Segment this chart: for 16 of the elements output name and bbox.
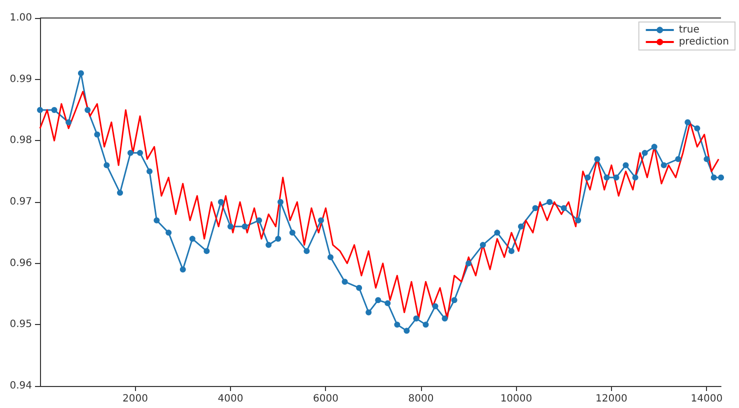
x-tick-label: 14000 [690, 394, 723, 404]
x-tick-label: 4000 [218, 394, 244, 404]
y-tick-label: 1.00 [10, 12, 32, 24]
x-tick-label: 2000 [122, 394, 148, 404]
y-tick-label: 0.96 [10, 258, 32, 269]
y-tick-label: 0.94 [10, 380, 32, 392]
x-tick-label: 10000 [500, 394, 532, 404]
x-tick-label: 12000 [596, 394, 628, 404]
y-tick-label: 0.97 [10, 196, 32, 208]
y-tick-label: 0.98 [10, 135, 32, 146]
x-tick-label: 8000 [408, 394, 434, 404]
y-tick-label: 0.99 [10, 74, 32, 85]
y-tick-label: 0.95 [10, 319, 32, 330]
x-tick-label: 6000 [313, 394, 338, 404]
legend-label: true [678, 24, 700, 36]
legend-label: prediction [678, 36, 729, 48]
